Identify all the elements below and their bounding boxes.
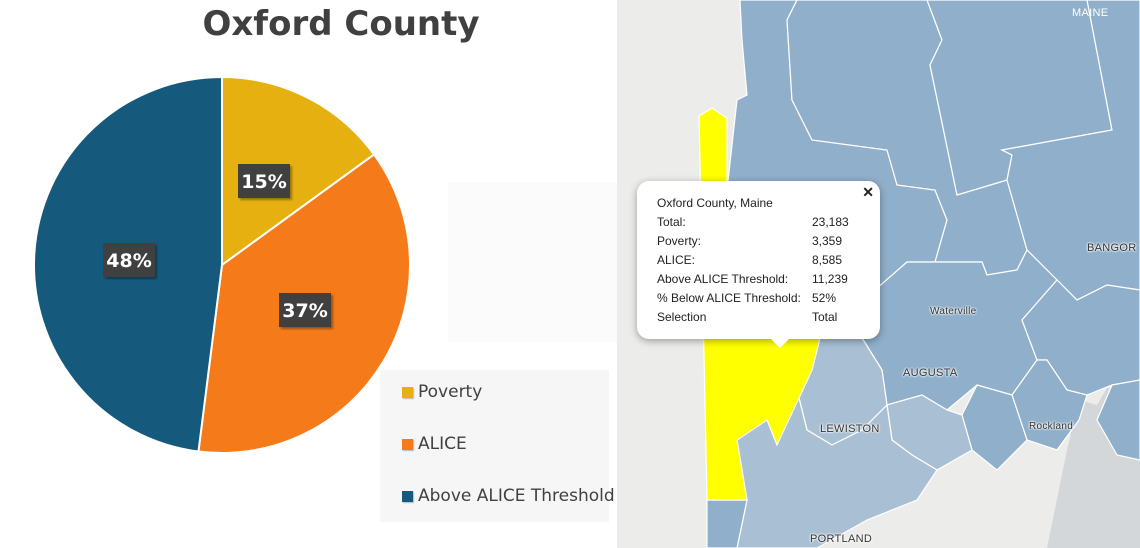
legend-item: ALICE: [402, 432, 467, 456]
close-icon[interactable]: ✕: [862, 184, 874, 200]
map-label-portland: PORTLAND: [810, 533, 873, 545]
data-label: 15%: [238, 164, 290, 198]
popup-row-key: Poverty:: [657, 234, 702, 248]
map-label-maine: MAINE: [1072, 7, 1109, 19]
legend-label: Poverty: [418, 382, 483, 402]
popup-row-key: Above ALICE Threshold:: [657, 272, 789, 286]
popup-row-key: Total:: [657, 215, 686, 229]
chart-panel: 15% 37% 48% Oxford County Poverty ALICE Abov…: [32, 4, 618, 522]
popup-row-value: 8,585: [812, 253, 843, 267]
legend-swatch: [402, 490, 413, 502]
data-label-box: [279, 293, 331, 327]
chart-legend: Poverty ALICE Above ALICE Threshold: [380, 370, 615, 522]
popup-row-value: 11,239: [812, 272, 848, 286]
chart-title: Oxford County: [202, 4, 480, 44]
popup-heading: Oxford County, Maine: [657, 196, 773, 210]
data-label-text: 37%: [282, 300, 327, 322]
popup-row-key: % Below ALICE Threshold:: [657, 291, 801, 305]
popup-row-value: 23,183: [812, 215, 849, 229]
data-label-text: 15%: [241, 171, 286, 193]
pie-slice-poverty: [221, 75, 376, 267]
popup-row-value: Total: [812, 310, 838, 324]
data-label-box: [238, 164, 290, 198]
pie-chart: 15% 37% 48%: [32, 75, 411, 454]
map-label-augusta: AUGUSTA: [903, 367, 958, 379]
legend-item: Above ALICE Threshold: [402, 484, 615, 508]
popup-row-value: 52%: [812, 291, 837, 305]
map-label-waterville: Waterville: [930, 306, 977, 317]
legend-swatch: [402, 386, 413, 398]
county-hancock[interactable]: [1096, 379, 1140, 461]
legend-item: Poverty: [402, 380, 482, 404]
legend-label: Above ALICE Threshold: [418, 486, 615, 506]
map-label-lewiston: LEWISTON: [820, 423, 880, 435]
data-label-text: 48%: [106, 250, 151, 272]
map-label-bangor: BANGOR: [1087, 242, 1137, 254]
popup-pointer: [769, 337, 791, 348]
popup-row-key: Selection: [657, 310, 707, 324]
county-cumberland[interactable]: [736, 397, 938, 548]
county-info-popup: ✕ Oxford County, Maine Total: 23,183 Pov…: [637, 181, 880, 348]
map-label-rockland: Rockland: [1029, 421, 1074, 432]
legend-label: ALICE: [418, 434, 467, 454]
legend-swatch: [402, 438, 413, 450]
data-label-box: [103, 243, 155, 277]
map-panel[interactable]: MAINE BANGOR Waterville AUGUSTA LEWISTON…: [617, 0, 1140, 548]
data-label: 37%: [279, 293, 331, 327]
popup-row-value: 3,359: [812, 234, 843, 248]
data-label: 48%: [103, 243, 155, 277]
popup-row-key: ALICE:: [657, 253, 696, 267]
background-panel: [448, 182, 618, 342]
